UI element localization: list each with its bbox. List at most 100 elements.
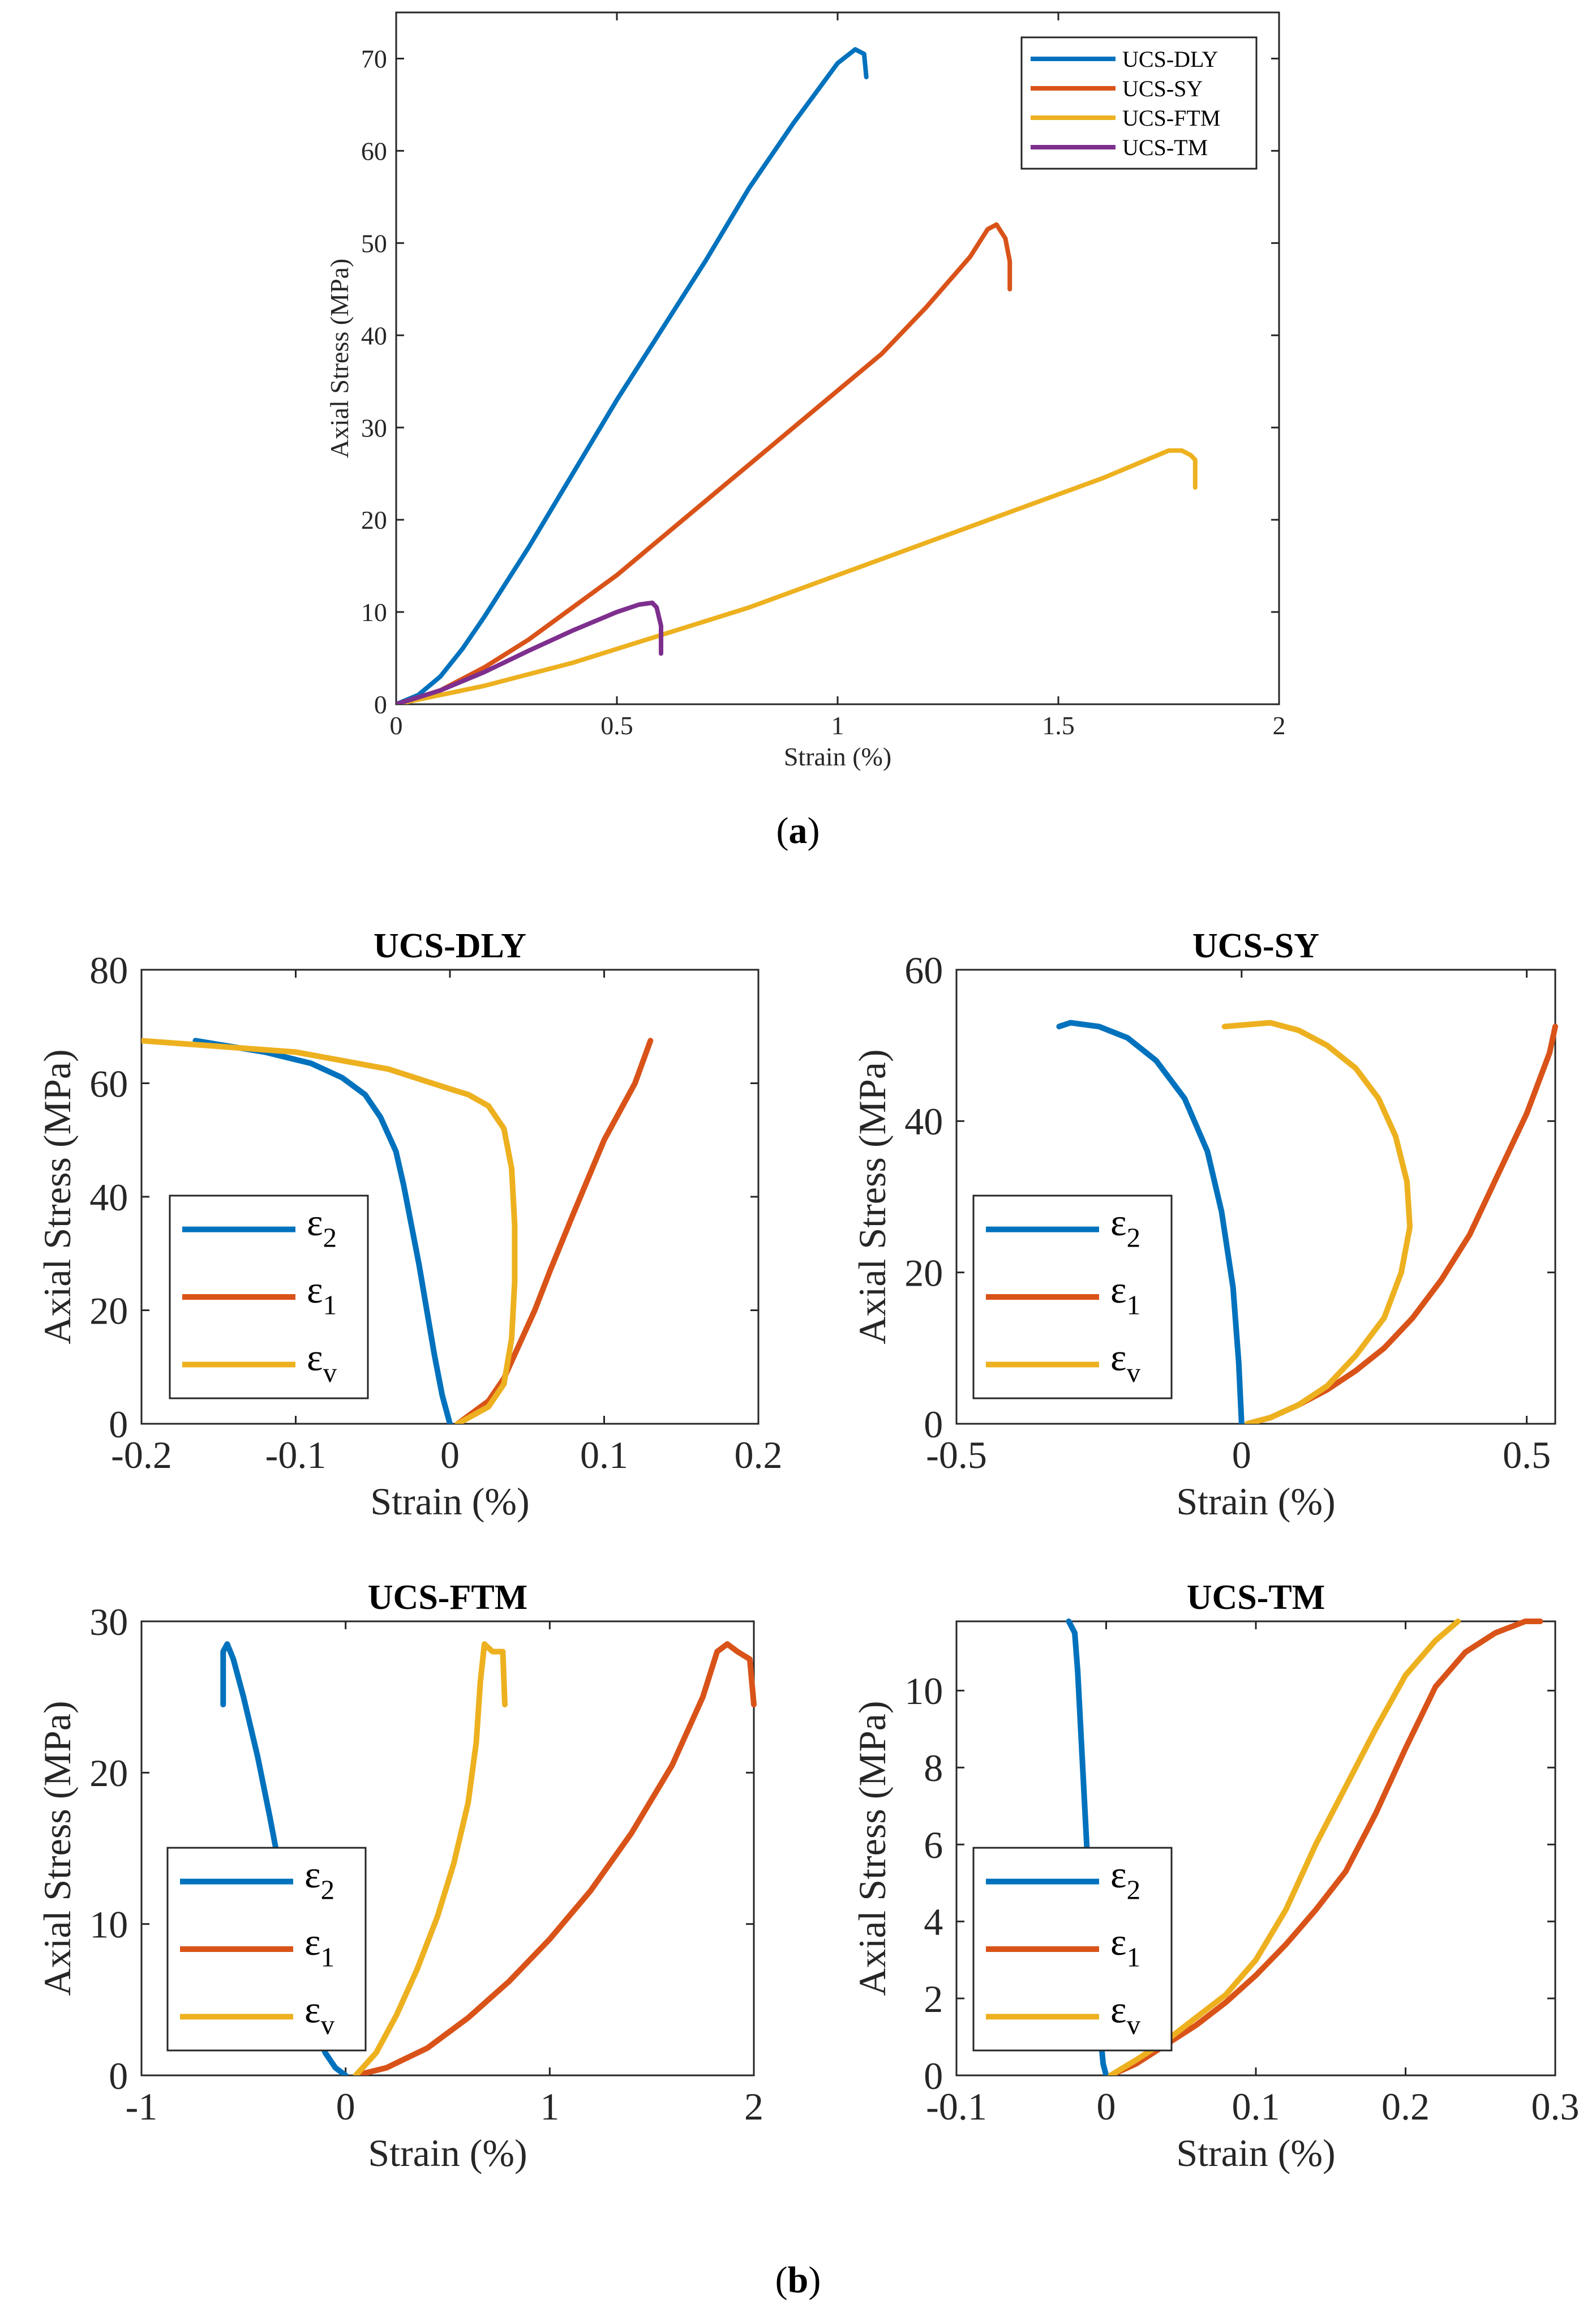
legend-symbol: ε [304, 1920, 321, 1963]
legend-subscript: 2 [321, 1874, 334, 1905]
x-tick-label: 0.1 [580, 1433, 628, 1476]
y-tick-label: 0 [109, 2054, 128, 2097]
y-tick-label: 8 [924, 1746, 943, 1789]
legend-label: UCS-SY [1122, 76, 1203, 101]
legend-label: εv [307, 1336, 337, 1388]
legend-symbol: ε [1110, 1268, 1127, 1311]
legend-label: UCS-TM [1122, 135, 1208, 160]
y-tick-label: 2 [924, 1977, 943, 2020]
chart-title: UCS-SY [1192, 927, 1319, 965]
x-tick-label: 0 [440, 1433, 460, 1476]
y-tick-label: 0 [109, 1403, 128, 1446]
y-tick-label: 4 [924, 1900, 943, 1943]
legend-label: ε2 [1110, 1201, 1140, 1253]
series-line-ε2 [1056, 1020, 1245, 1424]
series-line-UCS-TM [396, 600, 663, 704]
y-tick-label: 40 [89, 1176, 128, 1219]
x-axis-label: Strain (%) [784, 742, 891, 771]
x-tick-label: -0.5 [926, 1433, 987, 1476]
x-tick-label: 0.5 [600, 711, 633, 740]
x-tick-label: -1 [126, 2085, 158, 2128]
legend-symbol: ε [1110, 1988, 1127, 2031]
legend-subscript: v [1127, 2009, 1141, 2040]
legend-subscript: 2 [1127, 1874, 1140, 1905]
x-tick-label: 0.2 [1382, 2085, 1430, 2128]
x-tick-label: 0 [336, 2085, 355, 2128]
x-tick-label: 0.3 [1531, 2085, 1580, 2128]
y-tick-label: 10 [361, 598, 387, 627]
caption-b: (b) [775, 2259, 821, 2301]
y-tick-label: 30 [89, 1600, 128, 1643]
legend-symbol: ε [1110, 1336, 1127, 1379]
x-tick-label: -0.1 [926, 2085, 987, 2128]
y-tick-label: 60 [361, 137, 387, 166]
caption-a: (a) [776, 810, 820, 851]
y-axis-label: Axial Stress (MPa) [36, 1049, 79, 1344]
series-line-ε1 [353, 1641, 757, 2075]
legend-subscript: 1 [1127, 1290, 1140, 1321]
y-tick-label: 30 [361, 413, 387, 442]
legend-symbol: ε [307, 1201, 323, 1244]
legend-subscript: 1 [321, 1942, 334, 1973]
x-tick-label: 0 [1097, 2085, 1116, 2128]
legend-label: ε2 [304, 1853, 334, 1905]
legend-label: ε1 [1110, 1268, 1140, 1320]
y-tick-label: 20 [361, 506, 387, 534]
y-tick-label: 20 [904, 1251, 943, 1294]
legend-symbol: ε [1110, 1853, 1127, 1896]
y-tick-label: 60 [89, 1062, 128, 1105]
x-tick-label: 2 [744, 2085, 763, 2128]
y-tick-label: 40 [904, 1100, 943, 1143]
legend-subscript: v [1127, 1357, 1141, 1388]
x-tick-label: 1 [831, 711, 844, 740]
series-line-ε2 [192, 1038, 453, 1424]
x-tick-label: -0.2 [111, 1433, 172, 1476]
legend-label: UCS-FTM [1122, 105, 1220, 131]
x-tick-label: 2 [1273, 711, 1286, 740]
x-tick-label: 0.2 [735, 1433, 783, 1476]
legend-label: εv [304, 1988, 335, 2040]
legend-subscript: 2 [1127, 1222, 1140, 1253]
y-tick-label: 10 [904, 1669, 943, 1712]
legend-symbol: ε [304, 1853, 321, 1896]
y-tick-label: 20 [89, 1752, 128, 1795]
y-tick-label: 0 [924, 1403, 943, 1446]
legend-symbol: ε [307, 1336, 323, 1379]
legend-label: ε1 [304, 1920, 334, 1972]
legend-symbol: ε [307, 1268, 323, 1311]
legend-subscript: v [323, 1357, 337, 1388]
x-tick-label: 0.1 [1232, 2085, 1280, 2128]
legend-subscript: v [321, 2009, 335, 2040]
series-line-ε1 [454, 1038, 654, 1424]
chart-title: UCS-TM [1187, 1578, 1325, 1617]
legend-symbol: ε [304, 1988, 321, 2031]
series-line-ε1 [1108, 1619, 1543, 2075]
x-axis-label: Strain (%) [370, 1480, 529, 1523]
chart-dly: -0.2 -0.1 0 0.1 0.2 0 20 40 60 80 Strain (%) Axial … [36, 927, 782, 1523]
y-tick-label: 80 [89, 949, 128, 992]
legend-symbol: ε [1110, 1201, 1127, 1244]
x-axis-label: Strain (%) [368, 2131, 527, 2174]
y-axis-label: Axial Stress (MPa) [36, 1701, 79, 1996]
y-axis-label: Axial Stress (MPa) [325, 259, 354, 459]
legend-subscript: 1 [1127, 1942, 1140, 1973]
legend-label: εv [1110, 1336, 1141, 1388]
y-tick-label: 6 [924, 1823, 943, 1866]
y-tick-label: 60 [904, 949, 943, 992]
y-tick-label: 10 [89, 1903, 128, 1946]
series-line-UCS-FTM [396, 448, 1198, 704]
series-line-UCS-SY [396, 222, 1012, 704]
legend: UCS-DLY UCS-SY UCS-FTM UCS-TM [1020, 36, 1258, 170]
legend-symbol: ε [1110, 1920, 1127, 1963]
chart-title: UCS-DLY [374, 927, 526, 965]
legend-subscript: 2 [323, 1222, 337, 1253]
